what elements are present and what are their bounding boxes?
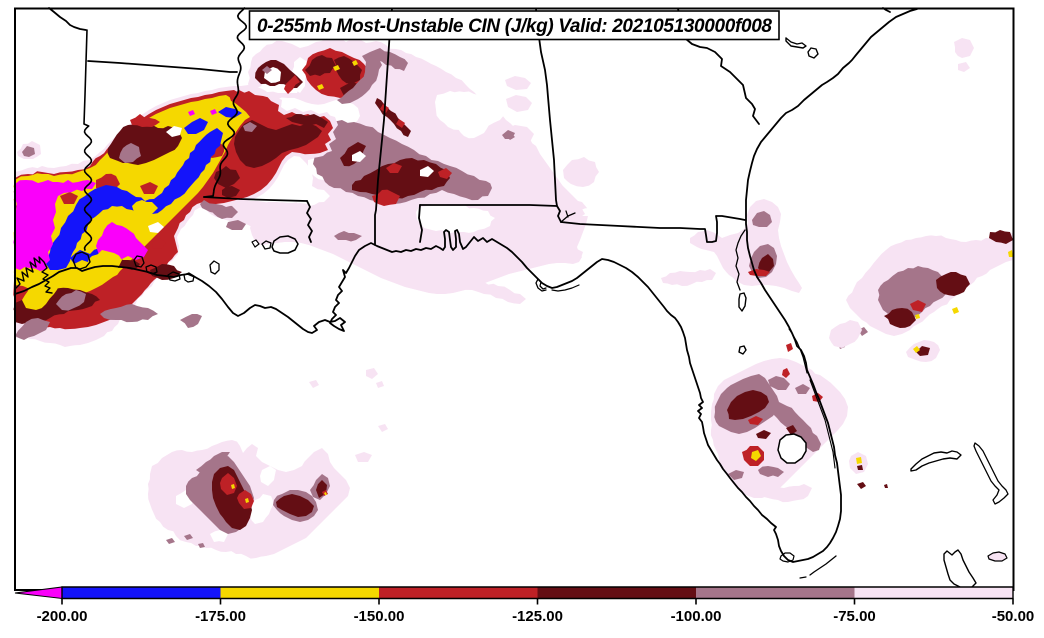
svg-text:-200.00: -200.00 <box>37 608 88 625</box>
svg-text:0-255mb Most-Unstable CIN (J/k: 0-255mb Most-Unstable CIN (J/kg) Valid: … <box>257 16 772 37</box>
svg-text:-50.00: -50.00 <box>992 608 1035 625</box>
svg-text:-75.00: -75.00 <box>833 608 876 625</box>
svg-text:-175.00: -175.00 <box>195 608 246 625</box>
svg-text:-150.00: -150.00 <box>354 608 405 625</box>
svg-text:-125.00: -125.00 <box>512 608 563 625</box>
svg-text:-100.00: -100.00 <box>671 608 722 625</box>
